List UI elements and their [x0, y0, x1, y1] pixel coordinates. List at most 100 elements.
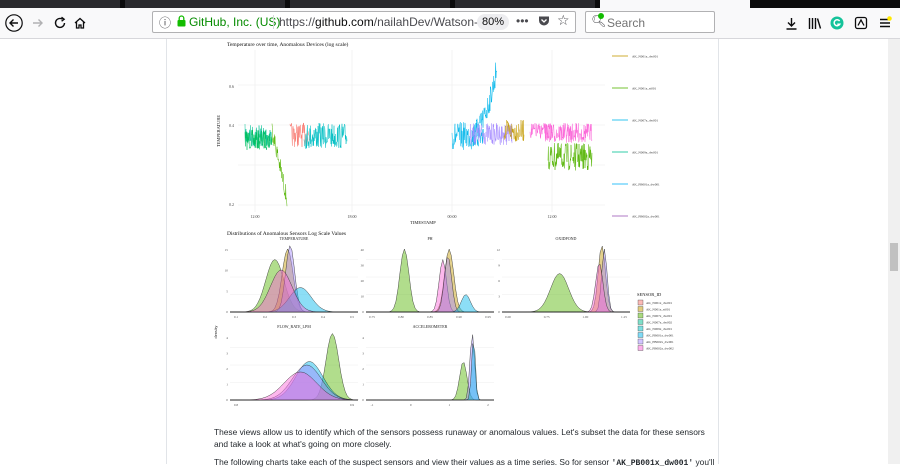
fig2-legend-label: AK_N001x_dw001 [646, 301, 672, 305]
site-identity-label[interactable]: GitHub, Inc. (US) [189, 15, 281, 29]
facet-title: TEMPERATURE [280, 236, 309, 241]
grammarly-extension-button[interactable] [826, 12, 848, 34]
page-actions-icon[interactable]: ••• [516, 14, 529, 28]
library-button[interactable] [804, 12, 826, 34]
facet-x-tick: -1 [371, 403, 374, 407]
facet-x-tick: 0.3 [292, 315, 297, 319]
home-button[interactable] [68, 11, 92, 35]
tab-background-2[interactable] [125, 0, 285, 8]
density-curve [502, 263, 630, 313]
fig1-legend-label: AK_PB001x_dw001 [632, 183, 660, 187]
facet-y-tick: 0 [498, 310, 500, 314]
fig1-series-trace [543, 122, 593, 143]
fig1-legend-label: AK_N007x_dw001 [632, 119, 658, 123]
fig1-x-axis-label: TIMESTAMP [410, 220, 436, 225]
fig1-legend: AK_N001x_dw001 AK_N001x_st001 AK_N007x_dw0… [612, 55, 660, 219]
facet-x-tick: 0.00 [505, 315, 511, 319]
distributions-figure: Distributions of Anomalous Sensors Log S… [213, 230, 674, 407]
facet-x-tick: 0.5 [350, 315, 355, 319]
density-curve [230, 371, 359, 401]
zoom-indicator[interactable]: 80% [477, 14, 510, 30]
density-curve [230, 269, 358, 313]
bookmark-star-icon[interactable]: ☆ [557, 13, 570, 29]
url-separator [273, 15, 274, 29]
url-text[interactable]: https://github.com/nailahDev/Watson-St [279, 15, 489, 29]
extension-button[interactable] [850, 12, 872, 34]
facet-y-tick: 0 [226, 398, 228, 402]
facet-x-tick: 0.75 [369, 315, 375, 319]
url-bar[interactable]: ⓘ GitHub, Inc. (US) https://github.com/n… [152, 11, 576, 33]
fig1-legend-label: AK_N009x_dw001 [632, 151, 658, 155]
fig2-title: Distributions of Anomalous Sensors Log S… [227, 230, 346, 237]
fig2-legend-label: AK_N001x_st001 [646, 308, 671, 312]
facet-y-tick: 3 [226, 352, 228, 356]
facet-y-tick: 4 [226, 336, 228, 340]
paragraph-1: These views allow us to identify which o… [214, 426, 714, 450]
menu-button[interactable] [874, 12, 896, 34]
forward-button[interactable] [26, 11, 50, 35]
search-bar[interactable]: 🔍︎ Search [585, 11, 715, 33]
fig1-xtick-2: 00:00 [447, 214, 456, 219]
fig2-legend-key [637, 345, 644, 351]
url-path: /nailahDev/Watson-St [373, 15, 489, 29]
facet-y-tick: 20 [361, 279, 365, 283]
tab-active[interactable] [600, 0, 750, 8]
facet-y-tick: 15 [225, 248, 229, 252]
facet-title: ACCELEROMETER [413, 324, 448, 329]
navigation-toolbar: ⓘ GitHub, Inc. (US) https://github.com/n… [0, 8, 900, 39]
reload-icon [54, 16, 66, 29]
facet-x-tick: 0.90 [456, 315, 462, 319]
facet-y-tick: 4 [362, 336, 364, 340]
facet-y-tick: 30 [361, 264, 365, 268]
extension-icon [854, 16, 868, 30]
fig1-y-ticks: 0.2 0.4 0.6 [229, 84, 234, 207]
page-viewport: Temperature over time, Anomalous Devices… [0, 39, 888, 468]
fig2-legend-label: AK_PB002x_dw002 [646, 347, 674, 351]
fig1-series-trace [503, 119, 525, 142]
fig1-legend-label: AK_N001x_dw001 [632, 55, 658, 59]
fig1-plot-area [238, 50, 605, 212]
fig2-legend-title: SENSOR_ID [637, 292, 662, 297]
pocket-icon[interactable] [538, 15, 550, 27]
url-prefix: https:// [279, 15, 316, 29]
fig2-legend-label: AK_PB001x_dw001 [646, 334, 674, 338]
tab-background-1[interactable] [0, 0, 120, 8]
facet-y-tick: 40 [361, 248, 365, 252]
page-scrollbar[interactable] [888, 39, 900, 464]
lock-icon[interactable] [177, 15, 186, 27]
fig1-ytick-2: 0.6 [229, 84, 234, 89]
facet-y-tick: 0 [226, 310, 228, 314]
fig1-legend-label: AK_PB002x_dw001 [632, 215, 660, 219]
fig2-legend-key [637, 306, 644, 312]
fig1-series-trace [303, 122, 348, 150]
fig2-legend-key [637, 338, 644, 345]
facet-title: PH [427, 236, 432, 241]
scrollbar-thumb[interactable] [890, 243, 898, 271]
site-info-icon[interactable]: ⓘ [159, 16, 172, 30]
tab-background-3[interactable] [290, 0, 450, 8]
facet-y-tick: 9 [498, 264, 500, 268]
library-icon [808, 17, 822, 29]
paragraph-1-line-1: These views allow us to identify which o… [214, 427, 705, 437]
reload-button[interactable] [48, 11, 72, 35]
facet-x-tick: 1.00 [582, 315, 588, 319]
fig1-xtick-3: 12:00 [547, 214, 556, 219]
facet-x-tick: 0.2 [263, 315, 268, 319]
facet-x-tick: 2 [487, 403, 489, 407]
facet-y-tick: 5 [226, 289, 228, 293]
paragraph-2: The following charts take each of the su… [214, 456, 714, 470]
fig1-series-trace [244, 129, 273, 151]
tab-background-4[interactable] [455, 0, 595, 8]
facet-x-tick: 0.95 [485, 315, 491, 319]
fig1-xtick-1: 18:00 [347, 214, 356, 219]
forward-arrow-icon [33, 19, 43, 27]
fig1-series-trace [473, 62, 498, 140]
back-button[interactable] [2, 11, 26, 35]
hamburger-menu-icon [880, 16, 892, 28]
readme-article: Temperature over time, Anomalous Devices… [166, 39, 719, 468]
fig1-series-trace [529, 123, 553, 139]
fig2-legend-label: AK_N007x_dw002 [646, 321, 672, 325]
downloads-button[interactable] [780, 12, 802, 34]
url-host: github.com [315, 15, 374, 29]
